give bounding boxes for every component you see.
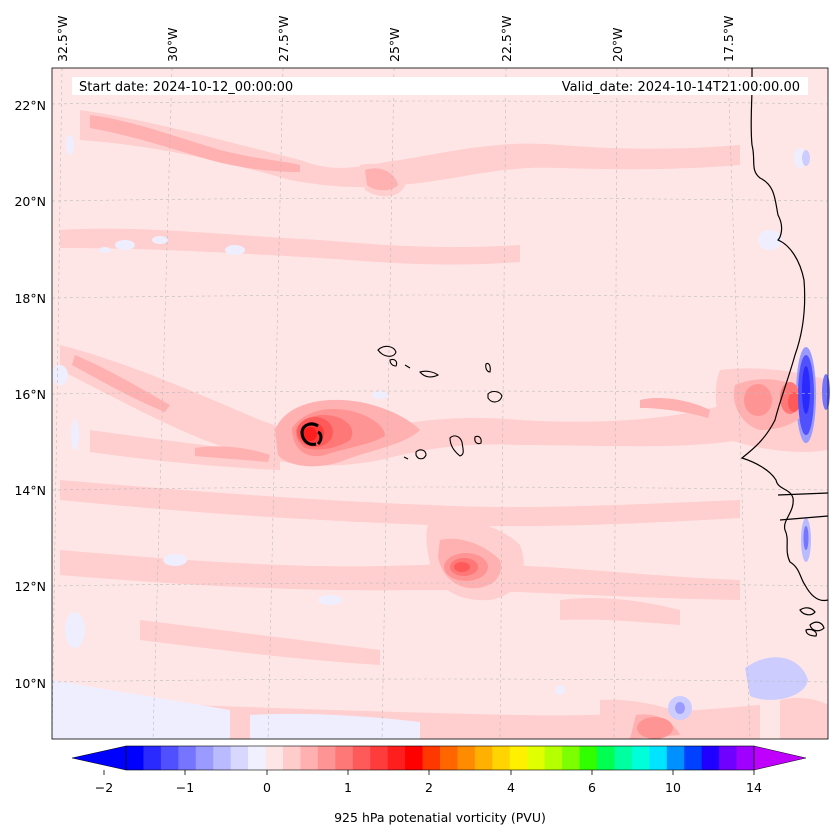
colorbar-frame [125,745,755,771]
lon-label-20w: 20°W [610,27,625,62]
lon-label-25w: 25°W [387,27,402,62]
colorbar-cell [562,746,581,770]
lat-label-10n: 10°N [14,676,46,691]
colorbar-cell [213,746,232,770]
colorbar-cell [527,746,546,770]
lon-label-22-5w: 22.5°W [499,16,514,62]
latitude-labels: 22°N 20°N 18°N 16°N 14°N 12°N 10°N [14,98,46,691]
colorbar-cell [317,746,336,770]
colorbar-tick-label: 14 [746,780,762,795]
lat-label-16n: 16°N [14,387,46,402]
colorbar-cell [248,746,267,770]
colorbar: −2 −1 0 1 2 4 6 10 14 925 hPa potenatial vortici… [71,745,807,825]
colorbar-cell [492,746,511,770]
colorbar-cell [178,746,197,770]
map-panel: Start date: 2024-10-12_00:00:00 Valid_da… [51,67,830,740]
colorbar-cell [474,746,493,770]
cape-verde-islands [377,345,503,460]
colorbar-tick-label: 0 [263,780,271,795]
colorbar-cell [300,746,319,770]
colorbar-cell [143,746,162,770]
colorbar-tick-label: 2 [425,780,433,795]
colorbar-tick-label: −2 [95,780,113,795]
pv-vortex-secondary [444,553,488,581]
lat-label-14n: 14°N [14,483,46,498]
valid-date-label: Valid_date: 2024-10-14T21:00:00.00 [562,80,800,95]
colorbar-cell [544,746,563,770]
colorbar-tick-label: 1 [344,780,352,795]
pv-vortex-main [275,399,420,467]
colorbar-cell [701,746,720,770]
colorbar-tick-label: −1 [176,780,194,795]
colorbar-cell [631,746,650,770]
lat-label-22n: 22°N [14,98,46,113]
lat-label-12n: 12°N [14,579,46,594]
start-date-label: Start date: 2024-10-12_00:00:00 [79,80,293,95]
colorbar-cell [719,746,738,770]
colorbar-ticks: −2 −1 0 1 2 4 6 10 14 [95,770,762,795]
colorbar-cell [684,746,703,770]
date-header-bg [72,77,808,95]
colorbar-cell [736,746,755,770]
colorbar-cell [597,746,615,770]
map-frame [51,67,829,740]
colorbar-cell [422,746,441,770]
colorbar-cell [440,746,458,770]
lon-label-30w: 30°W [165,27,180,62]
longitude-labels: 32.5°W 30°W 27.5°W 25°W 22.5°W 20°W 17.5… [55,16,736,62]
lon-label-17-5w: 17.5°W [721,16,736,62]
lat-label-20n: 20°N [14,194,46,209]
colorbar-cell [230,746,249,770]
colorbar-cell [614,746,633,770]
africa-coast [740,68,829,602]
colorbar-extend-right [753,745,807,771]
lon-label-32-5w: 32.5°W [55,16,70,62]
colorbar-cell [457,746,476,770]
colorbar-cell [666,746,685,770]
colorbar-cells [126,746,755,770]
colorbar-cell [265,746,284,770]
lon-label-27-5w: 27.5°W [276,16,291,62]
colorbar-cell [579,746,598,770]
colorbar-cell [283,746,301,770]
pv-negative-patches [52,135,806,739]
colorbar-cell [649,746,668,770]
pv-vortex-southeast [637,355,830,739]
colorbar-cell [335,746,354,770]
colorbar-cell [370,746,389,770]
colorbar-tick-label: 4 [507,780,515,795]
colorbar-extend-left [71,745,127,771]
colorbar-cell [126,746,144,770]
colorbar-cell [195,746,214,770]
colorbar-cell [509,746,528,770]
colorbar-cell [387,746,406,770]
graticule [51,67,829,740]
colorbar-cell [405,746,424,770]
colorbar-tick-label: 10 [665,780,681,795]
coastlines [740,68,829,637]
colorbar-title: 925 hPa potenatial vorticity (PVU) [334,810,546,825]
colorbar-cell [160,746,179,770]
lat-label-18n: 18°N [14,291,46,306]
colorbar-tick-label: 6 [588,780,596,795]
colorbar-cell [352,746,371,770]
